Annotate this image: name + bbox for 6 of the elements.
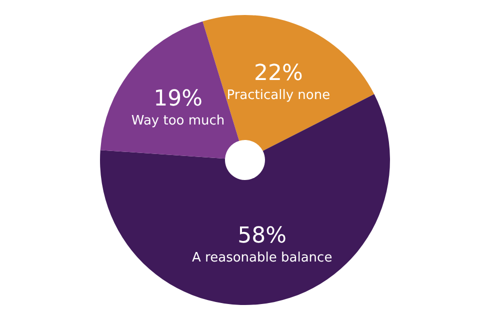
- data-label: 19%: [154, 86, 202, 112]
- data-label: 58%: [238, 223, 287, 248]
- slice-label: A reasonable balance: [192, 250, 332, 266]
- slice-label: Way too much: [131, 113, 225, 128]
- data-label: 22%: [254, 60, 303, 86]
- slice-label: Practically none: [226, 88, 330, 103]
